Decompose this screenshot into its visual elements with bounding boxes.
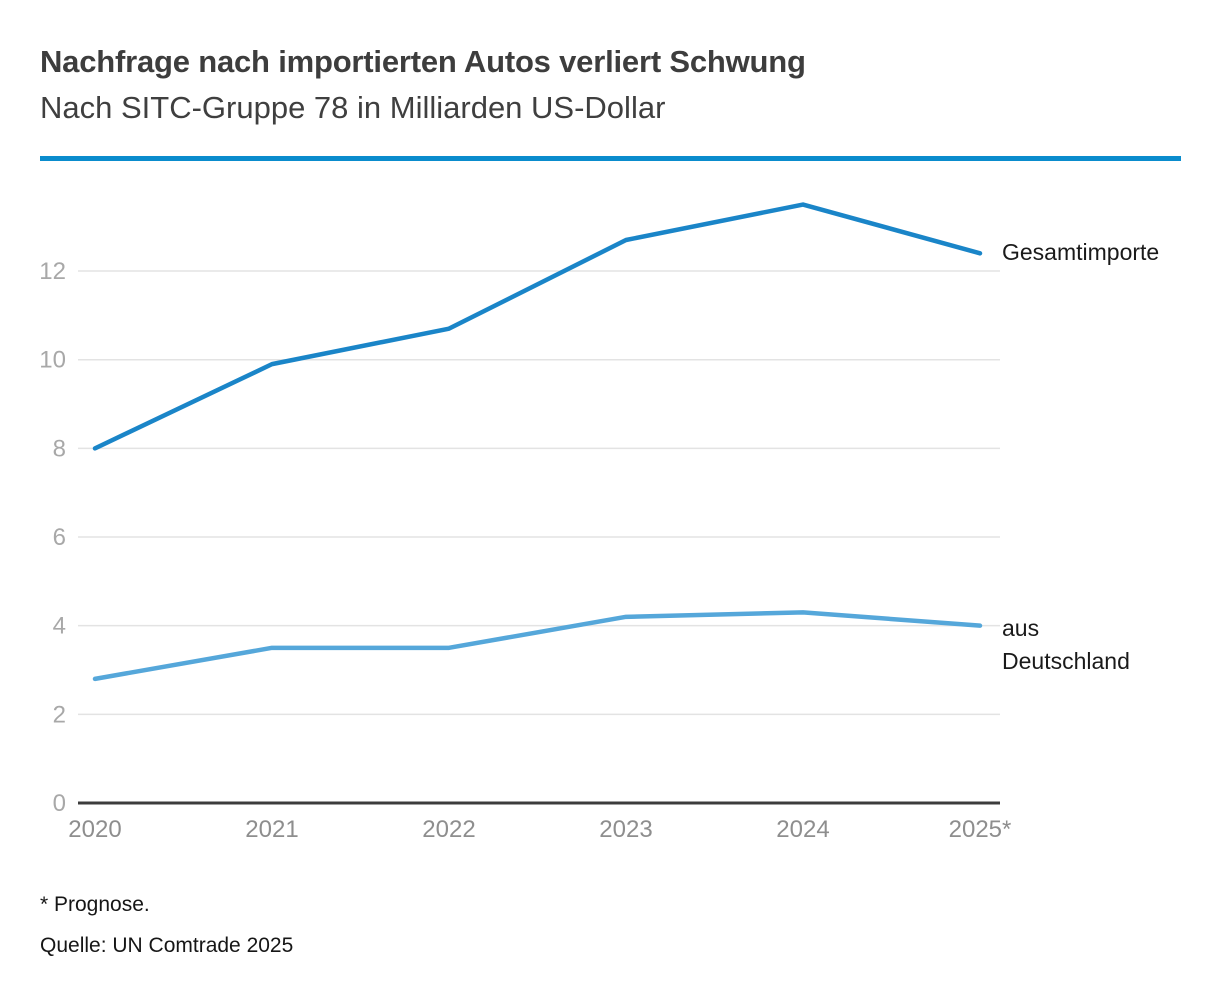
x-tick-label: 2023 [599, 816, 652, 843]
source-credit: Quelle: UN Comtrade 2025 [40, 934, 294, 957]
footnote: * Prognose. [40, 893, 150, 916]
x-tick-label: 2024 [776, 816, 829, 843]
y-tick-label: 10 [39, 347, 66, 374]
y-tick-label: 12 [39, 258, 66, 285]
series-label-line-2: Deutschland [1002, 648, 1130, 674]
page-title: Nachfrage nach importierten Autos verlie… [40, 44, 806, 79]
x-tick-label: 2020 [68, 816, 121, 843]
y-tick-label: 8 [53, 435, 66, 462]
series-label-aus-deutschland: aus Deutschland [1002, 612, 1130, 678]
y-tick-label: 4 [53, 613, 66, 640]
y-tick-label: 6 [53, 524, 66, 551]
series-line-aus-deutschland [92, 610, 983, 682]
page-subtitle: Nach SITC-Gruppe 78 in Milliarden US-Dol… [40, 90, 666, 125]
x-tick-label: 2025* [949, 816, 1012, 843]
x-tick-label: 2022 [422, 816, 475, 843]
x-tick-label: 2021 [245, 816, 298, 843]
series-line-gesamtimporte [92, 202, 983, 451]
series-label-gesamtimporte: Gesamtimporte [1002, 239, 1160, 265]
y-tick-label: 2 [53, 701, 66, 728]
accent-divider [40, 156, 1181, 161]
series-label-line-1: aus [1002, 615, 1040, 641]
y-tick-label: 0 [53, 790, 66, 817]
